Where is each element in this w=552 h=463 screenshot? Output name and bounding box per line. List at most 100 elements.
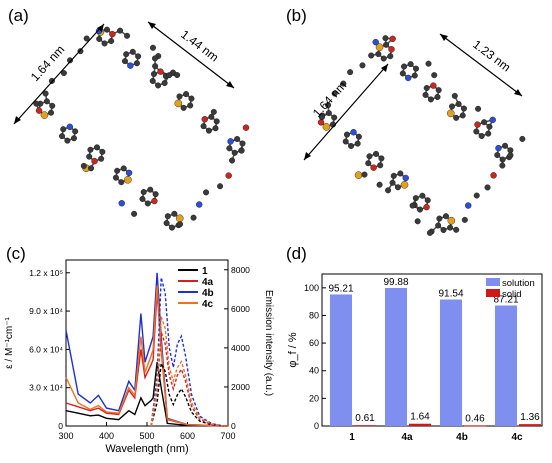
carbon-atom xyxy=(407,61,414,68)
carbon-atom xyxy=(210,108,217,115)
carbon-atom xyxy=(187,102,194,109)
carbon-atom xyxy=(99,148,106,155)
spectra-left-axis-ticks: 0 3.0 x 10⁴ 6.0 x 10⁴ 9.0 x 10⁴ 1.2 x 10⁵ xyxy=(29,268,70,431)
carbon-atom xyxy=(88,165,95,172)
carbon-atom xyxy=(426,229,433,236)
carbon-atom xyxy=(166,72,173,79)
nitrogen-atom xyxy=(118,200,125,207)
carbon-atom xyxy=(365,160,372,167)
y-tick-label: 0 xyxy=(314,421,319,431)
carbon-atom xyxy=(155,82,162,89)
left-tick-label: 6.0 x 10⁴ xyxy=(29,344,63,354)
legend-swatch-solid xyxy=(486,289,500,297)
carbon-atom xyxy=(412,195,419,202)
bar-value-solution: 99.88 xyxy=(383,277,408,288)
carbon-atom xyxy=(103,26,110,33)
sulfur-atom xyxy=(375,43,384,51)
dimension-label-b2: 1.23 nm xyxy=(470,37,513,74)
sulfur-atom xyxy=(322,123,331,131)
panel-label-a: (a) xyxy=(8,6,29,25)
oxygen-atom xyxy=(423,203,430,211)
carbon-atom xyxy=(359,62,366,69)
carbon-atom xyxy=(459,112,466,119)
carbon-atom xyxy=(473,128,480,135)
spectra-series xyxy=(65,272,229,427)
carbon-atom xyxy=(419,192,426,199)
left-tick-label: 9.0 x 10⁴ xyxy=(29,306,63,316)
carbon-atom xyxy=(331,114,338,121)
carbon-atom xyxy=(377,162,384,169)
carbon-atom xyxy=(93,144,100,151)
carbon-atom xyxy=(112,174,119,181)
carbon-atom xyxy=(60,70,67,77)
sulfur-atom xyxy=(400,181,409,189)
carbon-atom xyxy=(414,218,421,225)
bar-series: 95.21 0.611 99.88 1.64 4a 91.54 0.46 4b 87.21 1.3… xyxy=(328,277,541,443)
carbon-atom xyxy=(486,123,493,130)
carbon-atom xyxy=(427,96,434,103)
carbon-atom xyxy=(149,44,156,51)
y-tick-label: 60 xyxy=(309,338,319,348)
arrowhead-b1-start xyxy=(304,152,311,160)
carbon-atom xyxy=(234,136,241,143)
carbon-atom xyxy=(460,105,467,112)
carbon-atom xyxy=(98,155,105,162)
arrowhead-a2-start xyxy=(148,22,156,29)
molecule-b-atoms xyxy=(317,35,526,236)
nitrogen-atom xyxy=(125,169,133,177)
carbon-atom xyxy=(171,210,178,217)
dimension-arrow-a1 xyxy=(13,23,105,125)
carbon-atom xyxy=(49,102,56,109)
carbon-atom xyxy=(378,155,385,162)
nitrogen-atom xyxy=(196,201,203,208)
carbon-atom xyxy=(387,53,394,60)
carbon-atom xyxy=(348,142,355,149)
carbon-atom xyxy=(80,162,87,169)
bar-value-solid: 0.61 xyxy=(355,413,375,424)
carbon-atom xyxy=(411,72,418,79)
nitrogen-atom xyxy=(402,174,409,182)
sulfur-atom xyxy=(40,111,49,119)
carbon-atom xyxy=(67,57,74,64)
carbon-atom xyxy=(60,126,67,133)
spectra-chart: 0 3.0 x 10⁴ 6.0 x 10⁴ 9.0 x 10⁴ 1.2 x 10⁵ 0 2… xyxy=(4,259,274,455)
carbon-atom xyxy=(436,215,443,222)
sulfur-atom xyxy=(174,99,183,108)
carbon-atom xyxy=(440,226,447,233)
carbon-atom xyxy=(354,140,361,147)
nitrogen-atom xyxy=(227,138,234,145)
carbon-atom xyxy=(217,183,224,190)
molecular-structure-a: 1.64 nm 1.44 nm xyxy=(13,21,250,231)
carbon-atom xyxy=(124,32,131,39)
right-tick-label: 4000 xyxy=(231,343,250,353)
carbon-atom xyxy=(442,213,449,220)
carbon-atom xyxy=(331,90,338,97)
oxygen-atom xyxy=(157,68,164,75)
carbon-atom xyxy=(382,35,389,42)
carbon-atom xyxy=(453,114,460,121)
absorption-line-4a xyxy=(65,291,229,427)
carbon-atom xyxy=(390,172,397,179)
x-tick-label: 700 xyxy=(220,431,235,441)
dimension-label-a1: 1.64 nm xyxy=(28,42,67,84)
carbon-atom xyxy=(340,80,347,87)
bar-value-solid: 1.64 xyxy=(410,412,430,423)
x-tick-label: 400 xyxy=(99,431,114,441)
carbon-atom xyxy=(212,125,219,132)
legend-label-4b: 4b xyxy=(202,288,214,299)
carbon-atom xyxy=(239,140,246,147)
x-tick-label: 600 xyxy=(180,431,195,441)
arrowhead-b1-end xyxy=(381,64,388,72)
spectra-right-axis-label: Emission intensity (a.u.) xyxy=(263,290,274,396)
spectra-left-axis-label: ε / M⁻¹cm⁻¹ xyxy=(4,316,15,368)
category-label: 4b xyxy=(456,432,468,443)
carbon-atom xyxy=(183,91,190,98)
carbon-atom xyxy=(416,206,423,213)
oxygen-atom xyxy=(388,46,395,53)
spectra-x-axis-ticks: 300 400 500 600 700 xyxy=(58,422,236,441)
oxygen-atom xyxy=(201,116,208,123)
carbon-atom xyxy=(473,192,480,199)
x-tick-label: 500 xyxy=(139,431,154,441)
carbon-atom xyxy=(375,51,382,58)
bar-solid-4a xyxy=(409,423,431,426)
